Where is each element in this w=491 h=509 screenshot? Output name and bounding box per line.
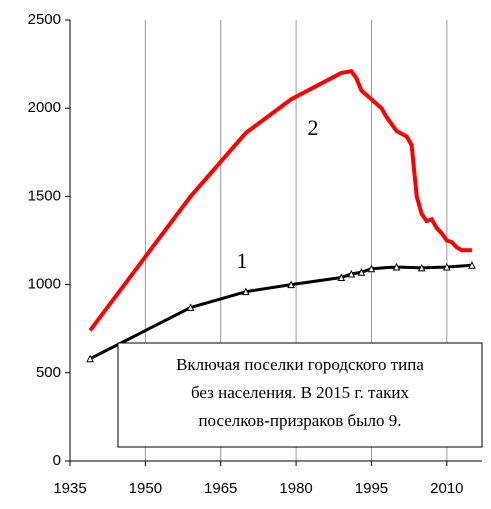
marker (186, 303, 195, 312)
x-tick-label: 1935 (53, 480, 86, 497)
note-text: Включая поселки городского типа (176, 355, 424, 374)
marker (242, 287, 250, 296)
y-tick-label: 2500 (28, 11, 61, 28)
marker (86, 354, 94, 363)
x-tick-label: 1980 (279, 480, 312, 497)
y-tick-label: 1000 (28, 276, 61, 293)
x-tick-label: 2010 (430, 480, 463, 497)
marker (347, 269, 356, 278)
marker (443, 262, 451, 271)
x-tick-label: 1995 (355, 480, 388, 497)
x-tick-label: 1950 (129, 480, 162, 497)
annotation: 2 (308, 115, 319, 140)
y-tick-label: 1500 (28, 187, 61, 204)
marker (468, 261, 476, 269)
marker (287, 280, 295, 289)
marker (367, 264, 376, 273)
y-tick-label: 2000 (28, 99, 61, 116)
note-text: поселков-призраков было 9. (198, 411, 401, 430)
marker (357, 268, 366, 276)
marker (417, 263, 426, 272)
series-line (89, 263, 473, 361)
y-tick-label: 500 (36, 364, 61, 381)
marker (392, 262, 401, 271)
series-line (88, 68, 472, 332)
x-tick-label: 1965 (204, 480, 237, 497)
annotation: 1 (237, 248, 248, 273)
note-box (117, 342, 483, 448)
note-text: без населения. В 2015 г. таких (191, 383, 410, 402)
marker (337, 273, 346, 282)
y-tick-label: 0 (53, 452, 61, 469)
